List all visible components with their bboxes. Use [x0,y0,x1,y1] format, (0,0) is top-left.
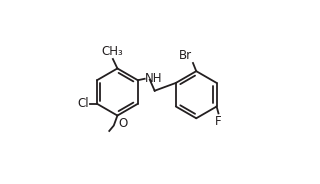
Text: CH₃: CH₃ [101,45,123,58]
Text: NH: NH [145,72,163,85]
Text: O: O [118,117,128,130]
Text: F: F [215,115,222,128]
Text: Cl: Cl [77,97,89,110]
Text: Br: Br [179,49,192,62]
